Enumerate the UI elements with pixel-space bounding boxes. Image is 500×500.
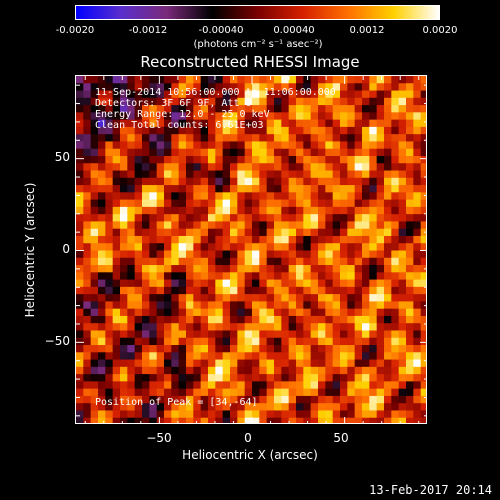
- annotation-total-counts: Clean Total counts: 6.61E+03: [95, 120, 264, 131]
- colorbar-tick-label: 0.0012: [349, 25, 385, 36]
- plot-area: [75, 75, 427, 424]
- colorbar-tick-label: -0.0012: [128, 25, 168, 36]
- x-tick-label: 50: [333, 431, 349, 445]
- annotation-energy-range: Energy Range: 12.0 - 25.0 keV: [95, 109, 270, 120]
- y-tick-label: −50: [44, 334, 70, 348]
- footer-date: 13-Feb-2017 20:14: [369, 483, 492, 497]
- annotation-time-range: 11-Sep-2014 10:56:00.000 to 11:06:00.000: [95, 87, 336, 98]
- y-axis-label: Heliocentric Y (arcsec): [23, 182, 37, 318]
- x-tick-label: 0: [244, 431, 252, 445]
- heatmap-image: [76, 76, 426, 423]
- x-axis-label: Heliocentric X (arcsec): [182, 448, 318, 462]
- colorbar-tick-label: -0.00040: [198, 25, 244, 36]
- y-tick-label: 0: [62, 242, 70, 256]
- y-tick-label: 50: [54, 150, 70, 164]
- colorbar-tick-label: -0.0020: [55, 25, 95, 36]
- colorbar-tick-label: 0.0020: [422, 25, 458, 36]
- axis-tick-marks: [76, 76, 426, 423]
- chart-title: Reconstructed RHESSI Image: [140, 53, 360, 71]
- x-tick-label: −50: [146, 431, 172, 445]
- colorbar-tick-label: 0.00040: [273, 25, 315, 36]
- annotation-peak-position: Position of Peak = [34,-64]: [95, 397, 258, 408]
- annotation-detectors: Detectors: 3F 6F 9F, Att 0: [95, 98, 252, 109]
- colorbar: [75, 5, 440, 20]
- colorbar-units-label: (photons cm⁻² s⁻¹ asec⁻²): [193, 39, 323, 50]
